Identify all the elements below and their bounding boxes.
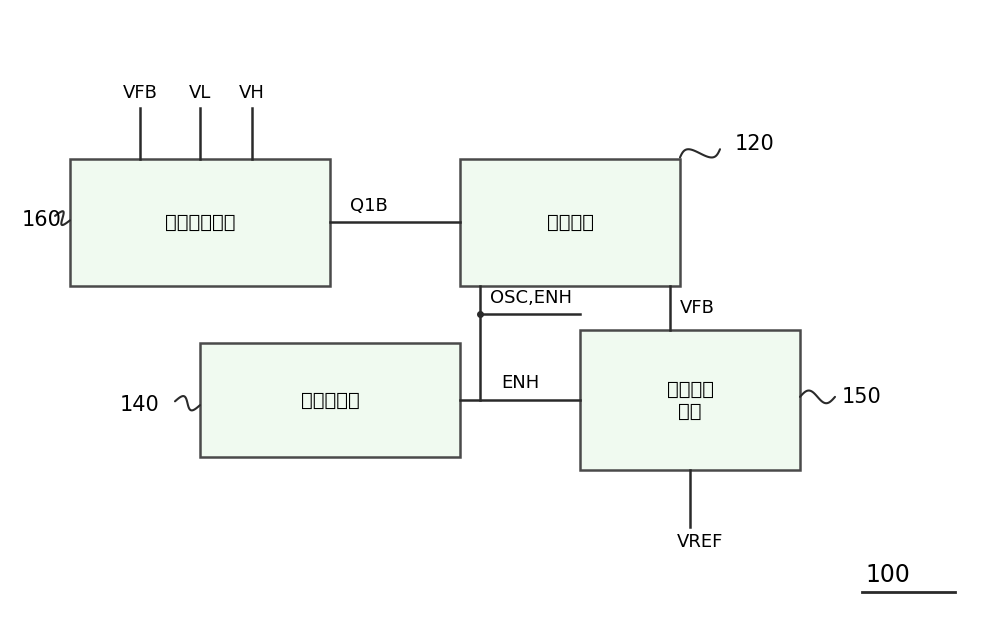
Text: 反馈控制
电路: 反馈控制 电路 bbox=[666, 380, 714, 420]
Text: OSC,ENH: OSC,ENH bbox=[490, 289, 572, 307]
Text: 时脉产生器: 时脉产生器 bbox=[301, 391, 359, 410]
Text: 调节电路: 调节电路 bbox=[547, 213, 594, 232]
Text: VH: VH bbox=[239, 84, 265, 102]
Text: 150: 150 bbox=[842, 387, 882, 407]
Text: 140: 140 bbox=[120, 395, 160, 415]
Text: 睡眠控制单元: 睡眠控制单元 bbox=[165, 213, 235, 232]
Text: 120: 120 bbox=[735, 134, 775, 154]
Text: VREF: VREF bbox=[677, 533, 723, 551]
Text: VFB: VFB bbox=[680, 299, 715, 317]
Text: VL: VL bbox=[189, 84, 211, 102]
Bar bbox=[580, 330, 800, 470]
Text: 160: 160 bbox=[22, 210, 62, 231]
Text: Q1B: Q1B bbox=[350, 197, 388, 215]
Text: 100: 100 bbox=[865, 563, 910, 587]
Bar bbox=[70, 159, 330, 286]
Bar bbox=[200, 343, 460, 457]
Bar bbox=[460, 159, 680, 286]
Text: ENH: ENH bbox=[501, 375, 539, 392]
Text: VFB: VFB bbox=[123, 84, 158, 102]
